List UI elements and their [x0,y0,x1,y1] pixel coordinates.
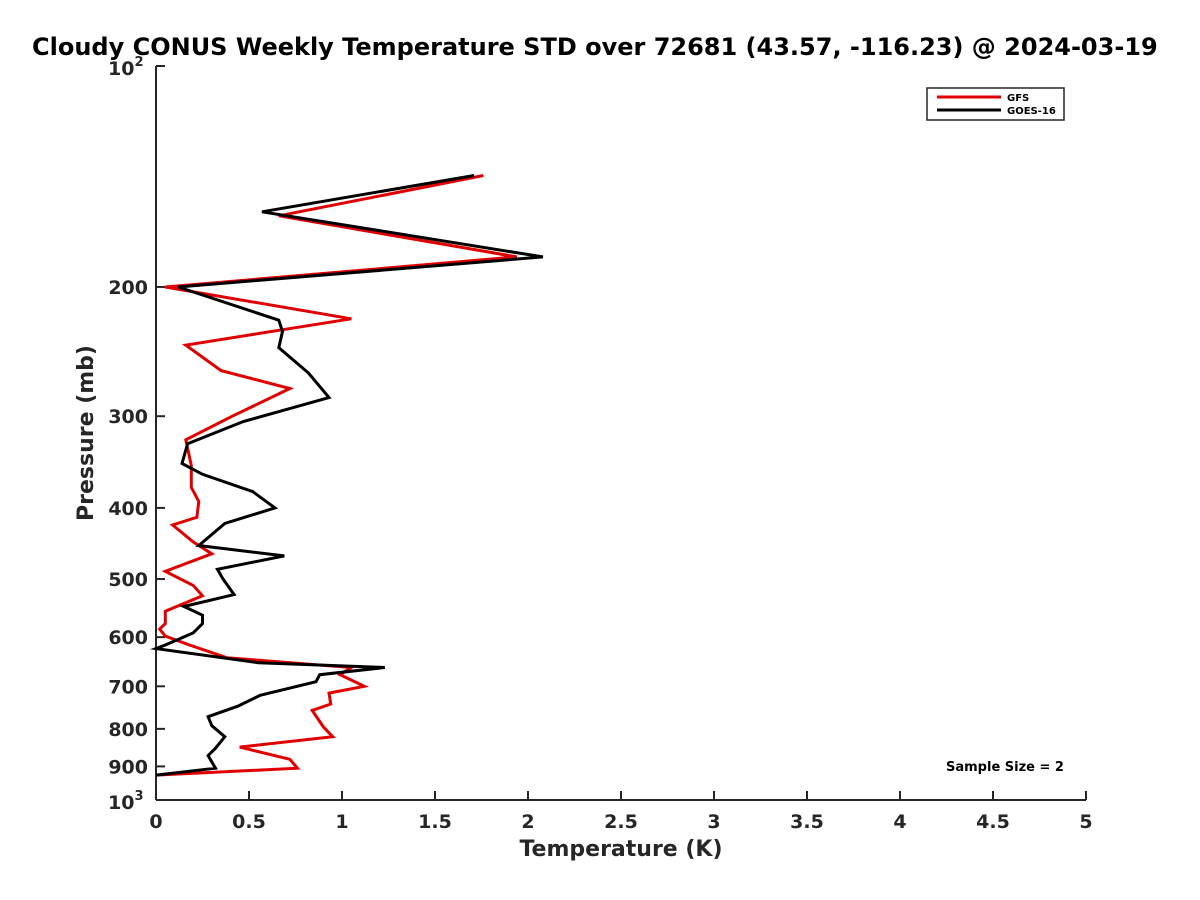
x-tick-label: 2 [521,811,534,833]
x-tick-label: 4 [893,811,906,833]
y-tick-label: 500 [108,569,148,591]
x-axis-label: Temperature (K) [519,837,722,862]
legend-box [926,87,1065,121]
series-layer [150,174,544,777]
y-tick-label: 300 [108,406,148,428]
x-tick-label: 3.5 [790,811,824,833]
x-tick-label: 1 [335,811,348,833]
legend: GFS GOES-16 [926,87,1065,121]
sample-size-annotation: Sample Size = 2 [946,760,1064,775]
y-tick-label: 102 [108,55,144,80]
series-line-gfs [155,174,518,777]
series-line-goes-16 [150,174,544,777]
x-tick-label: 2.5 [604,811,638,833]
chart-title: Cloudy CONUS Weekly Temperature STD over… [32,33,1158,61]
y-axis-label: Pressure (mb) [74,345,99,521]
plot-area: 0 0.5 1 1.5 2 2.5 3 3.5 4 4.5 5 102 200 300 400 500 600… [108,55,1093,833]
x-tick-label: 0 [149,811,162,833]
x-tick-label: 4.5 [976,811,1010,833]
x-tick-label: 0.5 [232,811,266,833]
y-tick-label: 200 [108,277,148,299]
x-tick-label: 5 [1079,811,1092,833]
x-tick-label: 1.5 [418,811,452,833]
legend-label-goes-16: GOES-16 [1007,106,1056,117]
x-tick-label: 3 [707,811,720,833]
y-tick-label: 400 [108,498,148,520]
y-tick-label: 600 [108,627,148,649]
y-tick-label: 700 [108,676,148,698]
y-tick-label: 103 [108,789,144,814]
legend-label-gfs: GFS [1007,93,1029,104]
y-axis-ticks: 102 200 300 400 500 600 700 800 900 103 [108,55,165,814]
y-tick-label: 800 [108,719,148,741]
x-axis-ticks: 0 0.5 1 1.5 2 2.5 3 3.5 4 4.5 5 [149,791,1093,833]
y-tick-label: 900 [108,756,148,778]
